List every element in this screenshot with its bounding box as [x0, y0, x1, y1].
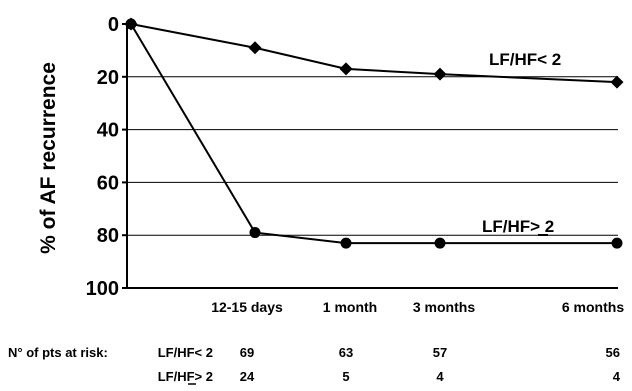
y-tick-label: 100 [86, 278, 119, 300]
risk-table-title: N° of pts at risk: [8, 345, 108, 360]
series-label: LF/HF> 2 [482, 217, 554, 236]
y-tick-label: 20 [97, 67, 119, 89]
risk-row-label: LF/HF> 2 [158, 369, 213, 384]
data-point [340, 237, 352, 249]
y-tick-label: 80 [97, 225, 119, 247]
y-tick-label: 0 [108, 14, 119, 36]
series-group: LF/HF< 2 LF/HF> 2 [124, 17, 624, 249]
data-point [249, 227, 261, 239]
y-tick-label: 60 [97, 172, 119, 194]
data-point [125, 18, 137, 30]
risk-value: 4 [436, 369, 444, 384]
risk-value: 63 [339, 345, 353, 360]
x-category-label: 3 months [413, 299, 475, 315]
risk-value: 4 [613, 369, 621, 384]
x-category-labels: 12-15 days 1 month 3 months 6 months [211, 299, 624, 315]
risk-table: N° of pts at risk: LF/HF< 2 69 63 57 56 LF/HF>… [8, 345, 621, 385]
grid [127, 76, 618, 236]
data-point [610, 75, 624, 89]
risk-value: 69 [240, 345, 254, 360]
risk-value: 57 [433, 345, 447, 360]
series-1: LF/HF< 2 [124, 17, 624, 89]
series-2: LF/HF> 2 [125, 18, 623, 249]
series-label: LF/HF< 2 [489, 50, 561, 69]
x-category-label: 6 months [562, 299, 624, 315]
data-point [611, 237, 623, 249]
risk-value: 5 [342, 369, 349, 384]
data-point [339, 62, 353, 76]
y-axis-label: % of AF recurrence [37, 62, 60, 254]
data-point [248, 41, 262, 55]
y-tick-labels: 0 20 40 60 80 100 [86, 14, 119, 300]
data-point [434, 237, 446, 249]
risk-row-label: LF/HF< 2 [158, 345, 213, 360]
data-point [433, 67, 447, 81]
y-tick-label: 40 [97, 120, 119, 142]
x-category-label: 12-15 days [211, 299, 283, 315]
x-category-label: 1 month [323, 299, 377, 315]
risk-value: 56 [606, 345, 620, 360]
risk-value: 24 [240, 369, 255, 384]
